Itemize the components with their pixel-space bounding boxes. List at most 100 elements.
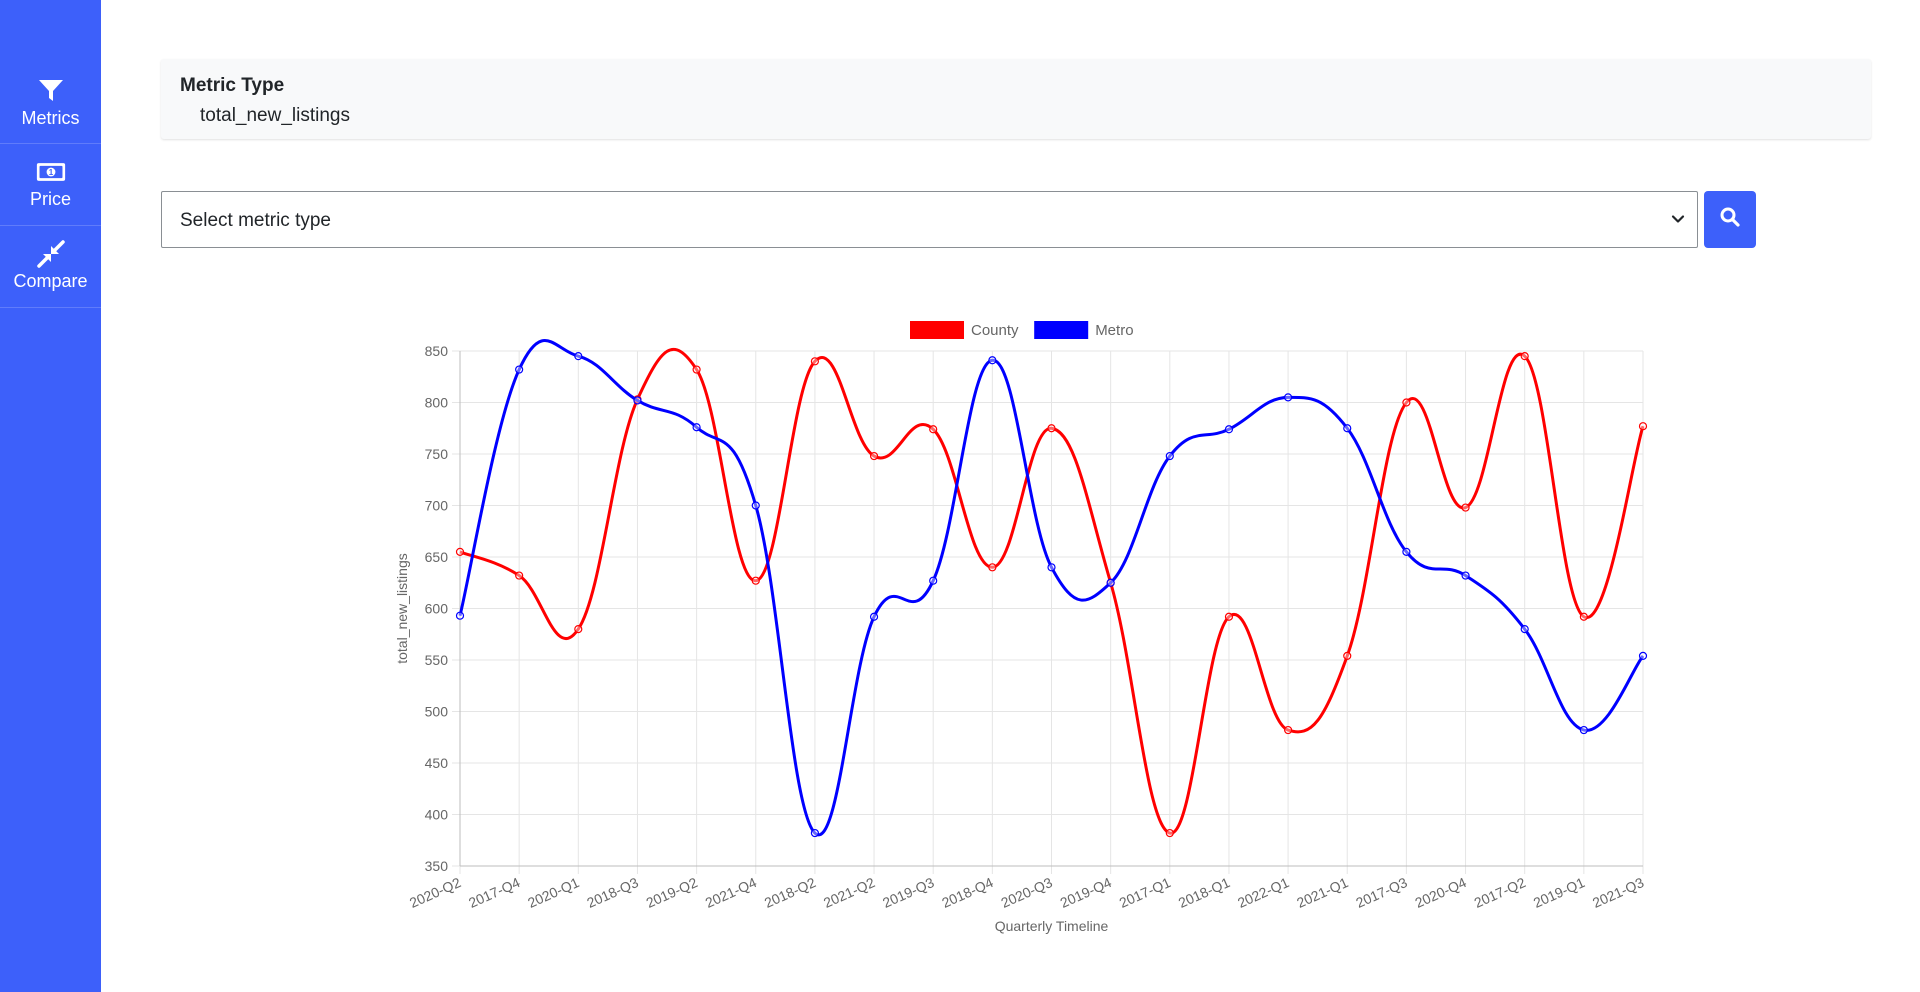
- metro-data-point: [515, 365, 524, 374]
- county-data-point: [1165, 828, 1174, 838]
- county-series-line: [459, 347, 1645, 835]
- legend-swatch: [910, 321, 964, 339]
- county-data-point: [1224, 612, 1234, 621]
- money-bill-icon: 1: [36, 159, 66, 185]
- y-axis-title: total_new_listings: [394, 553, 410, 664]
- x-axis-title: Quarterly Timeline: [995, 918, 1109, 934]
- county-data-point: [869, 451, 879, 461]
- metro-data-point: [1461, 571, 1470, 580]
- y-tick-label: 400: [425, 807, 449, 823]
- legend-label: Metro: [1095, 322, 1133, 339]
- metro-data-point: [929, 576, 938, 585]
- county-data-point: [692, 365, 701, 374]
- x-tick-label: 2018-Q3: [584, 874, 640, 911]
- metro-data-point: [455, 611, 465, 620]
- search-icon: [1719, 206, 1741, 233]
- county-data-point: [1520, 352, 1529, 361]
- metro-data-point: [1224, 425, 1234, 434]
- x-tick-label: 2018-Q4: [939, 874, 995, 911]
- y-tick-label: 650: [425, 549, 449, 565]
- y-tick-label: 700: [425, 498, 449, 514]
- x-tick-label: 2017-Q1: [1117, 874, 1173, 911]
- metro-data-point: [692, 423, 701, 432]
- x-tick-label: 2020-Q4: [1412, 874, 1468, 911]
- compress-arrows-icon: [36, 240, 66, 268]
- x-tick-label: 2017-Q4: [466, 874, 522, 911]
- x-tick-label: 2019-Q2: [644, 874, 700, 911]
- legend-swatch: [1034, 321, 1089, 339]
- legend-label: County: [971, 322, 1019, 339]
- x-tick-label: 2019-Q4: [1058, 874, 1114, 911]
- county-data-point: [455, 547, 465, 556]
- x-tick-label: 2022-Q1: [1235, 874, 1291, 911]
- metro-series-line: [458, 339, 1645, 837]
- metro-data-point: [574, 352, 583, 361]
- x-tick-label: 2021-Q3: [1590, 874, 1646, 911]
- metro-data-point: [1520, 624, 1529, 634]
- metric-type-value: total_new_listings: [200, 105, 350, 126]
- x-tick-label: 2018-Q1: [1176, 874, 1232, 911]
- x-tick-label: 2017-Q3: [1353, 874, 1409, 911]
- county-data-point: [751, 576, 760, 585]
- sidebar-item-compare[interactable]: Compare: [0, 226, 101, 308]
- x-tick-label: 2021-Q2: [821, 874, 877, 911]
- metro-data-point: [1047, 563, 1056, 572]
- sidebar-item-label: Price: [29, 189, 71, 209]
- x-tick-label: 2020-Q2: [407, 874, 463, 911]
- metro-data-point: [810, 828, 820, 838]
- county-data-point: [1461, 503, 1470, 512]
- metro-data-point: [633, 396, 642, 405]
- y-tick-label: 500: [425, 704, 449, 720]
- county-data-point: [810, 357, 820, 366]
- sidebar: Metrics 1 Price Compare: [0, 0, 101, 992]
- search-button[interactable]: [1704, 191, 1756, 248]
- county-data-point: [515, 571, 524, 580]
- metro-data-point: [1638, 651, 1648, 660]
- county-data-point: [1283, 725, 1293, 735]
- y-tick-label: 800: [425, 395, 449, 411]
- metro-data-point: [1106, 578, 1115, 587]
- sidebar-item-metrics[interactable]: Metrics: [0, 62, 101, 144]
- metro-data-point: [751, 501, 760, 510]
- y-tick-label: 600: [425, 601, 449, 617]
- y-tick-label: 450: [425, 755, 449, 771]
- sidebar-item-label: Metrics: [21, 107, 80, 128]
- metric-type-select-value: Select metric type: [180, 210, 331, 231]
- x-tick-label: 2021-Q4: [703, 874, 759, 911]
- county-data-point: [929, 425, 938, 434]
- county-data-point: [1638, 422, 1648, 431]
- metric-type-select[interactable]: Select metric type: [161, 191, 1698, 248]
- x-tick-label: 2019-Q3: [880, 874, 936, 911]
- x-tick-label: 2019-Q1: [1531, 874, 1587, 911]
- x-tick-label: 2018-Q2: [762, 874, 818, 911]
- county-data-point: [633, 395, 642, 404]
- metro-data-point: [1283, 393, 1293, 402]
- county-data-point: [1047, 424, 1056, 433]
- chevron-down-icon: [1671, 212, 1685, 231]
- county-data-point: [574, 624, 583, 634]
- svg-text:1: 1: [48, 168, 53, 177]
- metric-type-card: Metric Type total_new_listings: [161, 59, 1871, 139]
- metro-data-point: [988, 356, 997, 365]
- x-tick-label: 2020-Q1: [525, 874, 581, 911]
- metro-data-point: [1343, 424, 1352, 433]
- x-tick-label: 2021-Q1: [1294, 874, 1350, 911]
- county-data-point: [1106, 578, 1115, 587]
- metric-type-title: Metric Type: [180, 75, 285, 96]
- metro-data-point: [1165, 451, 1174, 461]
- sidebar-item-label: Compare: [13, 271, 88, 291]
- filter-icon: [36, 78, 66, 104]
- county-data-point: [1402, 398, 1411, 407]
- metro-data-point: [1402, 547, 1411, 556]
- x-tick-label: 2017-Q2: [1472, 874, 1528, 911]
- y-tick-label: 550: [425, 652, 449, 668]
- county-data-point: [1579, 612, 1588, 621]
- sidebar-item-price[interactable]: 1 Price: [0, 144, 101, 226]
- metro-data-point: [1579, 725, 1588, 735]
- y-tick-label: 350: [425, 858, 449, 874]
- y-tick-label: 750: [425, 446, 449, 462]
- county-data-point: [988, 563, 997, 572]
- y-tick-label: 850: [425, 343, 449, 359]
